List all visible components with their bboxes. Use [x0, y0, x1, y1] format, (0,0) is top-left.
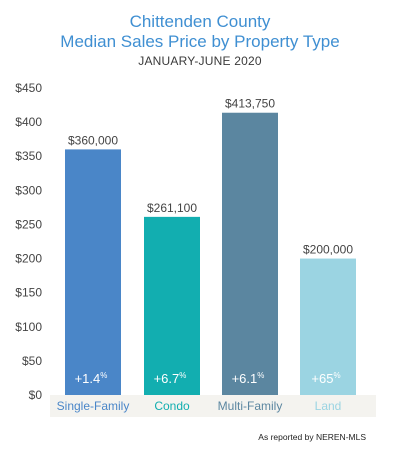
- bar-single-family: [65, 149, 121, 395]
- change-label-unit: %: [100, 371, 107, 380]
- y-tick-label: $400: [15, 115, 42, 129]
- change-label: +6.1%: [232, 371, 265, 386]
- bar-multi-family: [222, 112, 278, 395]
- change-label: +65%: [311, 371, 340, 386]
- category-label: Land: [315, 399, 342, 413]
- y-tick-label: $300: [15, 183, 42, 197]
- value-label: $200,000: [303, 243, 353, 257]
- chart-title-line-2: Median Sales Price by Property Type: [60, 32, 340, 51]
- y-tick-label: $150: [15, 286, 42, 300]
- y-tick-label: $450: [15, 81, 42, 95]
- category-label: Multi-Family: [218, 399, 283, 413]
- y-tick-label: $200: [15, 252, 42, 266]
- change-label-unit: %: [179, 371, 186, 380]
- chart-title-line-1: Chittenden County: [129, 12, 271, 31]
- value-label: $261,100: [147, 201, 197, 215]
- category-label: Single-Family: [57, 399, 130, 413]
- change-label: +1.4%: [75, 371, 108, 386]
- y-tick-label: $0: [29, 388, 43, 402]
- bar-condo: [144, 216, 200, 395]
- source-note: As reported by NEREN-MLS: [258, 432, 366, 442]
- change-label: +6.7%: [154, 371, 187, 386]
- y-tick-label: $100: [15, 320, 42, 334]
- y-tick-label: $350: [15, 149, 42, 163]
- bar-land: [300, 258, 356, 395]
- category-label: Condo: [154, 399, 190, 413]
- value-label: $413,750: [225, 97, 275, 111]
- change-label-unit: %: [333, 371, 340, 380]
- value-label: $360,000: [68, 133, 118, 147]
- chart-subtitle: JANUARY-JUNE 2020: [138, 54, 262, 68]
- x-axis-band: [50, 395, 376, 417]
- y-tick-label: $250: [15, 217, 42, 231]
- y-tick-label: $50: [22, 354, 42, 368]
- change-label-unit: %: [257, 371, 264, 380]
